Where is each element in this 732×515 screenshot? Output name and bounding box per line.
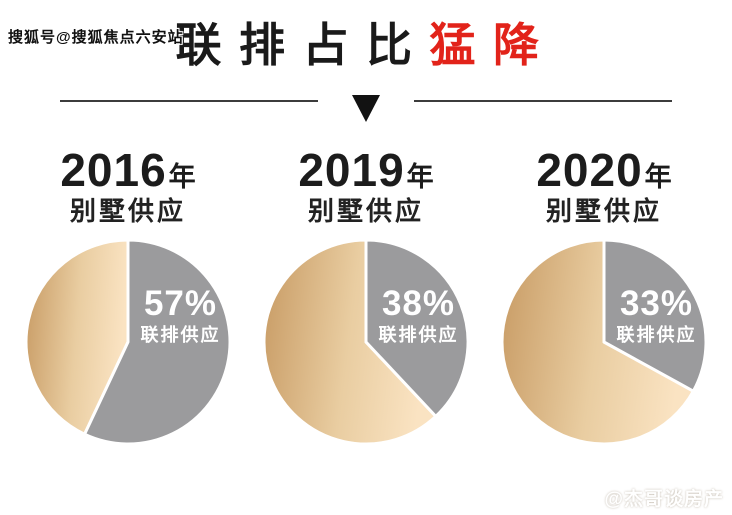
year-text: 2020: [536, 143, 643, 196]
pie-chart-2016: 57% 联排供应: [23, 237, 233, 447]
page-title: 联排占比猛降: [0, 20, 732, 71]
chart-column-2019: 2019 年 别墅供应 38% 联排供应: [248, 147, 484, 448]
divider-line-right: [414, 99, 672, 102]
pie-svg: [262, 238, 470, 446]
pie-svg: [24, 238, 232, 446]
watermark-text: @杰哥谈房产: [604, 489, 724, 510]
chart-column-2016: 2016 年 别墅供应 57% 联排供应: [10, 147, 246, 448]
year-suffix-text: 年: [406, 161, 434, 192]
chart-subtitle: 别墅供应: [69, 195, 186, 226]
pie-charts-row: 2016 年 别墅供应 57% 联排供应 2019 年 别墅供应 38% 联排供…: [0, 147, 732, 448]
year-text: 2016: [60, 143, 167, 196]
year-text: 2019: [298, 143, 405, 196]
chart-column-2020: 2020 年 别墅供应 33% 联排供应: [486, 147, 722, 448]
watermark-bottom-right: @杰哥谈房产: [580, 484, 724, 511]
paw-logo-icon: [583, 489, 598, 504]
year-suffix-text: 年: [168, 161, 196, 192]
pie-chart-2019: 38% 联排供应: [261, 237, 471, 447]
title-red-text: 猛降: [429, 19, 557, 71]
chart-subtitle: 别墅供应: [545, 195, 662, 226]
down-triangle-icon: [352, 94, 380, 122]
divider: [60, 94, 672, 125]
pie-chart-2020: 33% 联排供应: [499, 237, 709, 447]
chart-year-heading: 2019 年: [298, 147, 433, 193]
pie-svg: [500, 238, 708, 446]
title-black-text: 联排占比: [175, 19, 430, 71]
chart-subtitle: 别墅供应: [307, 195, 424, 226]
watermark-top-left: 搜狐号@搜狐焦点六安站: [8, 29, 184, 46]
divider-line-left: [60, 99, 318, 102]
chart-year-heading: 2020 年: [536, 147, 671, 193]
year-suffix-text: 年: [644, 161, 672, 192]
chart-year-heading: 2016 年: [60, 147, 195, 193]
